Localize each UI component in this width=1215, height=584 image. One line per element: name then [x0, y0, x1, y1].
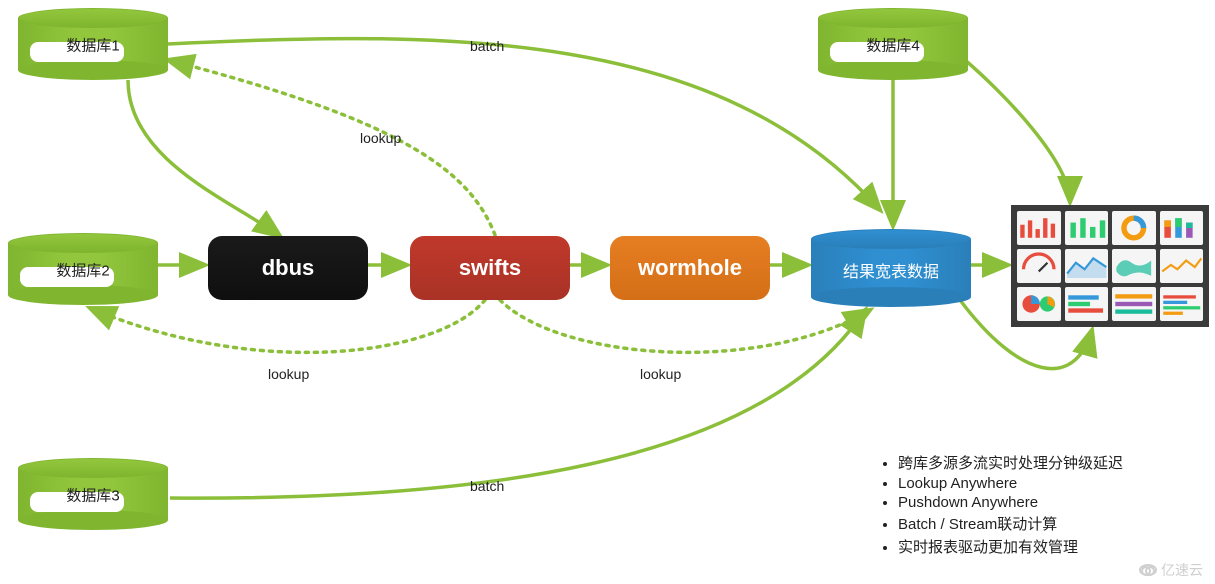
edge-label-lookup-top: lookup: [360, 130, 401, 146]
dashboard-tile: [1017, 211, 1061, 245]
diagram-stage: 数据库1 数据库2 数据库3 数据库4 结果宽表数据 dbus swifts w…: [0, 0, 1215, 584]
process-swifts: swifts: [410, 236, 570, 300]
feature-bullet: Pushdown Anywhere: [898, 494, 1123, 511]
watermark-icon: [1139, 564, 1157, 576]
lookup-arrow: [500, 300, 870, 352]
process-label: dbus: [262, 255, 315, 281]
watermark: 亿速云: [1139, 560, 1203, 580]
database-3: 数据库3: [18, 458, 168, 530]
dashboard-tile: [1112, 211, 1156, 245]
database-2: 数据库2: [8, 233, 158, 305]
watermark-text: 亿速云: [1161, 560, 1203, 580]
process-dbus: dbus: [208, 236, 368, 300]
cylinder-label: 数据库2: [8, 260, 158, 281]
database-4: 数据库4: [818, 8, 968, 80]
process-wormhole: wormhole: [610, 236, 770, 300]
cylinder-label: 数据库3: [18, 485, 168, 506]
edge-label-batch-bottom: batch: [470, 478, 504, 494]
flow-arrow: [170, 310, 865, 498]
lookup-arrow: [168, 60, 495, 235]
dashboard-tile: [1112, 249, 1156, 283]
flow-arrow: [965, 60, 1070, 202]
feature-bullet: Lookup Anywhere: [898, 475, 1123, 492]
dashboard-tile: [1017, 249, 1061, 283]
edge-label-batch-top: batch: [470, 38, 504, 54]
dashboard-tile: [1112, 287, 1156, 321]
database-1: 数据库1: [18, 8, 168, 80]
flow-arrow: [128, 80, 280, 236]
dashboard-tile: [1160, 211, 1204, 245]
process-label: swifts: [459, 255, 521, 281]
lookup-arrow: [90, 300, 485, 352]
feature-bullet: 实时报表驱动更加有效管理: [898, 536, 1123, 557]
edge-label-lookup-br: lookup: [640, 366, 681, 382]
dashboard-tile: [1065, 211, 1109, 245]
cylinder-label: 结果宽表数据: [811, 258, 971, 282]
cylinder-label: 数据库1: [18, 35, 168, 56]
dashboard-tile: [1017, 287, 1061, 321]
feature-bullet: Batch / Stream联动计算: [898, 513, 1123, 534]
result-wide-table: 结果宽表数据: [811, 229, 971, 307]
dashboard-tile: [1160, 249, 1204, 283]
dashboard-panel: [1011, 205, 1209, 327]
flow-arrow: [168, 39, 880, 210]
feature-bullet-list: 跨库多源多流实时处理分钟级延迟 Lookup Anywhere Pushdown A…: [880, 450, 1123, 559]
dashboard-tile: [1160, 287, 1204, 321]
dashboard-tile: [1065, 287, 1109, 321]
cylinder-label: 数据库4: [818, 35, 968, 56]
dashboard-tile: [1065, 249, 1109, 283]
feature-bullet: 跨库多源多流实时处理分钟级延迟: [898, 452, 1123, 473]
process-label: wormhole: [638, 255, 742, 281]
edge-label-lookup-bl: lookup: [268, 366, 309, 382]
